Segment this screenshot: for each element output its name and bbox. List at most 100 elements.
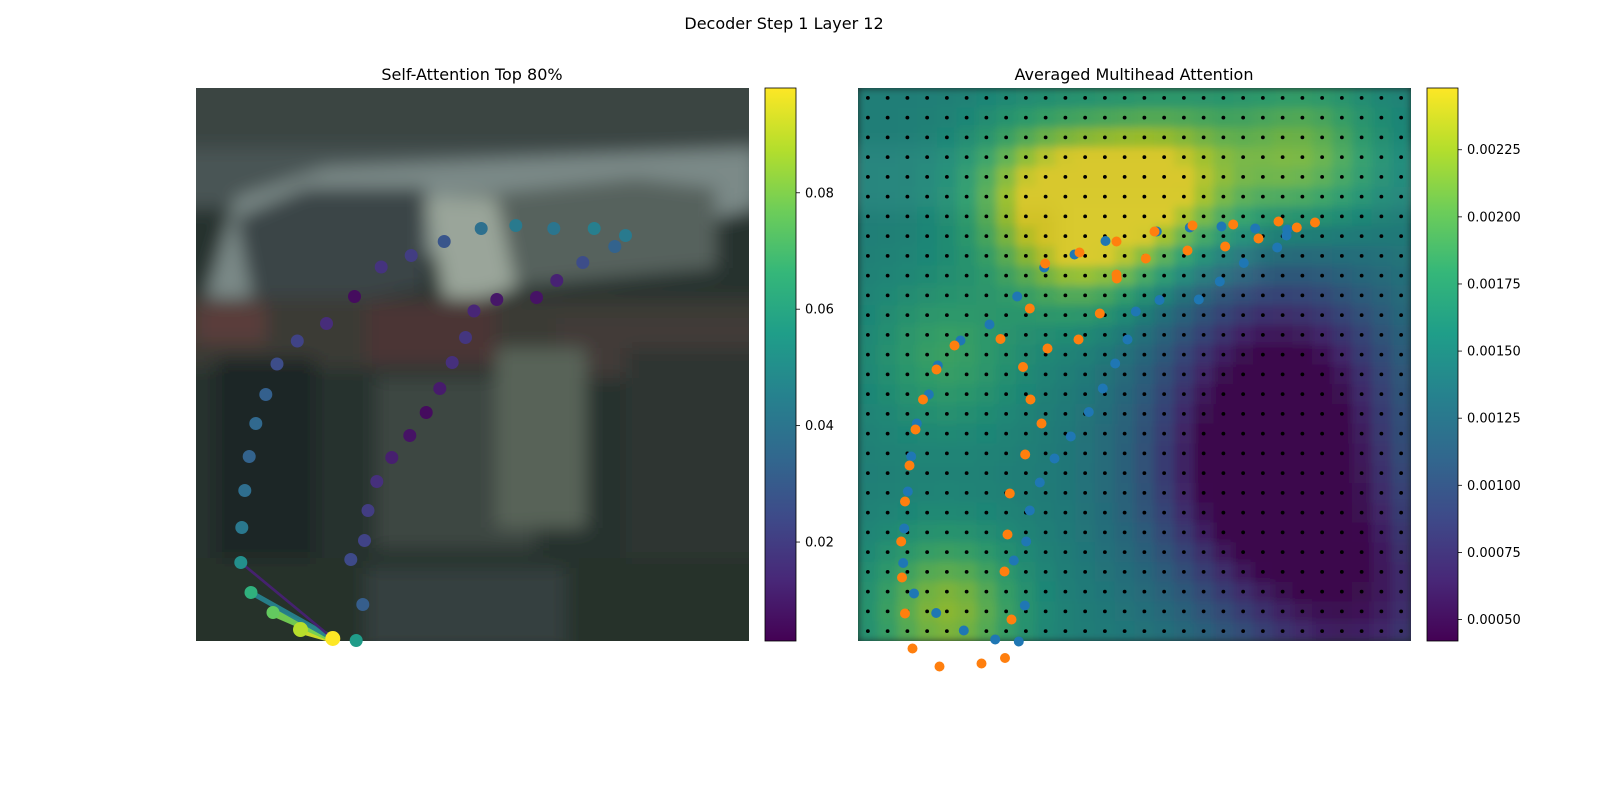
- grid-dot: [1399, 629, 1404, 634]
- grid-dot: [1280, 569, 1285, 574]
- grid-dot: [944, 451, 949, 456]
- attention-point: [547, 222, 561, 235]
- grid-dot: [1023, 273, 1028, 278]
- grid-dot: [944, 431, 949, 436]
- grid-dot: [1300, 313, 1305, 318]
- grid-dot: [1043, 115, 1048, 120]
- grid-dot: [885, 273, 890, 278]
- series-point: [999, 566, 1010, 577]
- grid-dot: [1162, 510, 1167, 515]
- grid-dot: [885, 332, 890, 337]
- grid-dot: [1320, 135, 1325, 140]
- grid-dot: [944, 609, 949, 614]
- grid-dot: [1181, 451, 1186, 456]
- averaged-attention-colorbar: 0.00050 0.00075 0.00100 0.00125 0.00150 0.001…: [1426, 87, 1521, 642]
- grid-dot: [1241, 569, 1246, 574]
- grid-dot: [1241, 609, 1246, 614]
- grid-dot: [1339, 550, 1344, 555]
- grid-dot: [1162, 352, 1167, 357]
- grid-dot: [1083, 273, 1088, 278]
- grid-dot: [1359, 273, 1364, 278]
- attention-point: [419, 406, 433, 419]
- grid-dot: [984, 569, 989, 574]
- grid-dot: [1320, 490, 1325, 495]
- grid-dot: [1280, 490, 1285, 495]
- grid-dot: [1359, 352, 1364, 357]
- grid-dot: [1004, 352, 1009, 357]
- colorbar-tick-label: 0.00200: [1467, 210, 1521, 225]
- grid-dot: [1300, 431, 1305, 436]
- grid-dot: [1142, 234, 1147, 239]
- grid-dot: [905, 273, 910, 278]
- series-point: [1000, 653, 1010, 663]
- grid-dot: [1023, 234, 1028, 239]
- grid-dot: [1280, 471, 1285, 476]
- grid-dot: [925, 313, 930, 318]
- grid-dot: [1043, 550, 1048, 555]
- grid-dot: [905, 392, 910, 397]
- grid-dot: [1162, 194, 1167, 199]
- grid-dot: [1023, 95, 1028, 100]
- grid-dot: [1063, 253, 1068, 258]
- grid-dot: [1004, 155, 1009, 160]
- series-point: [1018, 362, 1028, 372]
- grid-dot: [984, 313, 989, 318]
- grid-dot: [1102, 550, 1107, 555]
- grid-dot: [1142, 332, 1147, 337]
- grid-dot: [1162, 234, 1167, 239]
- grid-dot: [1399, 569, 1404, 574]
- grid-dot: [1063, 392, 1068, 397]
- grid-dot: [905, 155, 910, 160]
- series-point: [897, 572, 907, 583]
- grid-dot: [1122, 609, 1127, 614]
- grid-dot: [1339, 253, 1344, 258]
- grid-dot: [1280, 194, 1285, 199]
- averaged-attention-panel: [858, 88, 1411, 672]
- grid-dot: [1083, 352, 1088, 357]
- grid-dot: [885, 214, 890, 219]
- grid-dot: [1300, 194, 1305, 199]
- grid-dot: [925, 234, 930, 239]
- grid-dot: [1063, 234, 1068, 239]
- grid-dot: [1142, 155, 1147, 160]
- averaged-attention-title: Averaged Multihead Attention: [1015, 65, 1254, 84]
- grid-dot: [1063, 332, 1068, 337]
- grid-dot: [1201, 411, 1206, 416]
- grid-dot: [865, 550, 870, 555]
- grid-dot: [1142, 115, 1147, 120]
- grid-dot: [1083, 530, 1088, 535]
- grid-dot: [1201, 155, 1206, 160]
- grid-dot: [1339, 569, 1344, 574]
- series-point: [958, 625, 969, 636]
- grid-dot: [1201, 451, 1206, 456]
- grid-dot: [1221, 115, 1226, 120]
- attention-point: [550, 274, 564, 287]
- grid-dot: [1241, 471, 1246, 476]
- grid-dot: [984, 431, 989, 436]
- attention-point: [530, 291, 543, 304]
- attention-point: [358, 534, 371, 547]
- grid-dot: [1320, 609, 1325, 614]
- grid-dot: [1359, 510, 1364, 515]
- grid-dot: [1122, 411, 1127, 416]
- grid-dot: [1004, 629, 1009, 634]
- grid-dot: [1083, 253, 1088, 258]
- grid-dot: [1221, 253, 1226, 258]
- colorbar-tick-label: 0.00125: [1467, 412, 1521, 427]
- grid-dot: [865, 234, 870, 239]
- series-point: [934, 661, 945, 672]
- grid-dot: [1102, 372, 1107, 377]
- grid-dot: [905, 332, 910, 337]
- grid-dot: [1280, 214, 1285, 219]
- grid-dot: [1023, 431, 1028, 436]
- grid-dot: [964, 569, 969, 574]
- grid-dot: [1320, 589, 1325, 594]
- grid-dot: [1004, 135, 1009, 140]
- grid-dot: [1023, 332, 1028, 337]
- attention-point: [349, 634, 363, 647]
- grid-dot: [984, 550, 989, 555]
- grid-dot: [1043, 629, 1048, 634]
- grid-dot: [1142, 392, 1147, 397]
- grid-dot: [1043, 392, 1048, 397]
- grid-dot: [1320, 629, 1325, 634]
